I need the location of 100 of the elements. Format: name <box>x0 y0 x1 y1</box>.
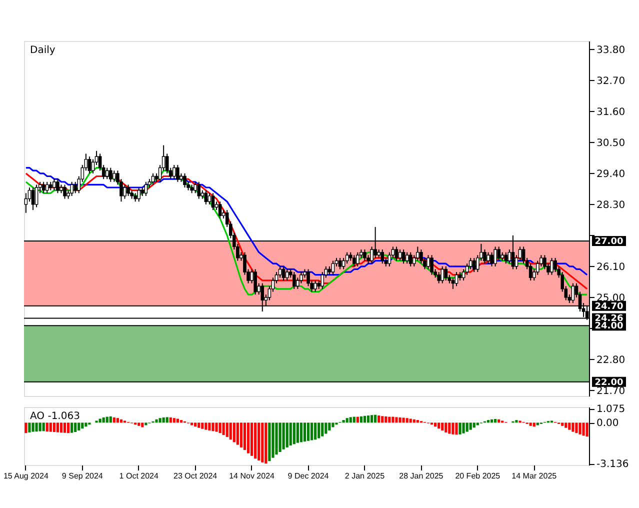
y-tick-label: 28.30 <box>596 200 626 211</box>
bar <box>84 422 88 427</box>
y-tick-label: 0.00 <box>596 418 619 430</box>
candlestick <box>352 254 356 267</box>
bar <box>486 420 490 423</box>
bar <box>342 420 345 423</box>
candlestick <box>45 181 49 194</box>
x-tick-label: 28 Jan 2025 <box>399 472 444 480</box>
candlestick <box>52 178 56 191</box>
candlestick <box>440 266 444 284</box>
bar <box>198 422 200 428</box>
x-tick-label: 1 Oct 2024 <box>119 472 159 480</box>
candlestick <box>430 254 434 276</box>
candlestick <box>31 187 35 211</box>
bar <box>218 422 222 434</box>
y-tick-label: 31.60 <box>596 106 626 118</box>
bar <box>303 422 306 442</box>
chart-title: Daily <box>30 45 56 56</box>
candlestick <box>408 252 412 267</box>
bar <box>258 422 260 460</box>
candlestick <box>123 184 126 200</box>
x-tick-label: 9 Dec 2024 <box>288 472 330 480</box>
candlestick <box>204 190 208 205</box>
bar <box>318 422 320 438</box>
x-tick-label: 23 Oct 2024 <box>174 472 218 480</box>
candlestick <box>112 170 116 182</box>
candlestick <box>486 252 490 264</box>
bar <box>63 422 66 433</box>
bar <box>324 422 328 434</box>
bar <box>572 422 574 432</box>
bar <box>222 422 225 436</box>
y-tick-label: -3.136 <box>596 459 629 470</box>
bar <box>24 422 28 434</box>
bar <box>172 418 176 423</box>
bar <box>28 422 31 432</box>
bar <box>466 422 468 432</box>
bar <box>116 418 119 423</box>
bar <box>472 422 476 428</box>
bar <box>458 422 462 434</box>
bar <box>109 416 112 423</box>
bar <box>106 416 108 423</box>
bar <box>398 417 402 423</box>
bar <box>112 417 116 423</box>
bar <box>444 422 448 432</box>
bar <box>138 422 140 426</box>
bar <box>81 422 84 429</box>
bar <box>275 422 278 455</box>
bar <box>102 417 105 423</box>
candlestick <box>254 268 257 296</box>
candlestick <box>172 164 176 180</box>
bar <box>532 422 536 427</box>
bar <box>282 422 285 450</box>
bar <box>352 416 356 423</box>
bar <box>462 422 465 434</box>
bar <box>529 422 532 426</box>
candlestick <box>70 181 74 196</box>
bar <box>356 416 359 423</box>
bar <box>469 422 472 430</box>
bar <box>243 422 246 450</box>
y-tick-label: 22.80 <box>596 354 626 366</box>
bar <box>332 422 334 428</box>
x-tick-label: 14 Mar 2025 <box>512 472 558 480</box>
bar <box>264 422 268 464</box>
candlestick <box>508 248 512 264</box>
bar <box>66 422 70 434</box>
bar <box>452 422 454 434</box>
bar <box>515 420 518 423</box>
bar <box>176 418 179 423</box>
candlestick <box>126 184 130 196</box>
candlestick <box>88 156 92 174</box>
candlestick <box>454 272 458 287</box>
candlestick <box>402 248 406 264</box>
y-tick-label: 30.50 <box>596 138 626 149</box>
bar <box>409 418 412 423</box>
bar <box>166 417 168 423</box>
y-tick-label: 1.075 <box>596 404 626 416</box>
bar <box>292 422 296 444</box>
bar <box>374 414 377 423</box>
bar <box>141 422 144 428</box>
bar <box>392 416 394 423</box>
bar <box>366 415 370 423</box>
candlestick <box>314 280 317 292</box>
y-tick-label: 21.70 <box>596 386 626 397</box>
bar <box>360 416 362 423</box>
candlestick <box>105 167 109 180</box>
bar <box>441 422 444 430</box>
candlestick <box>550 257 554 276</box>
bar <box>261 422 264 462</box>
bar <box>35 422 38 432</box>
candlestick <box>194 181 197 194</box>
bar <box>229 422 232 440</box>
x-tick-label: 9 Sep 2024 <box>62 472 104 480</box>
bar <box>561 422 564 426</box>
bar <box>388 416 391 423</box>
bar <box>434 422 437 427</box>
bar <box>70 422 74 433</box>
bar <box>536 422 539 426</box>
bar <box>476 422 479 426</box>
bar <box>494 418 497 423</box>
candlestick <box>504 252 508 264</box>
